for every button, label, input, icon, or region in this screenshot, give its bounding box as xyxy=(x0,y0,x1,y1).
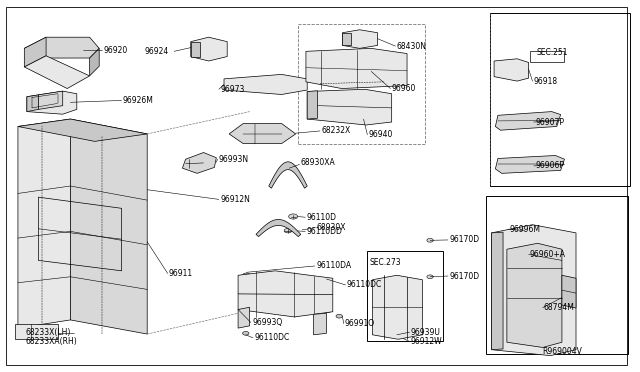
Text: 96110DA: 96110DA xyxy=(316,262,351,270)
Text: 96912W: 96912W xyxy=(411,337,442,346)
Text: 96912N: 96912N xyxy=(220,195,250,204)
Text: 68232X: 68232X xyxy=(321,126,351,135)
Bar xyxy=(298,24,425,144)
Bar xyxy=(367,251,443,341)
Circle shape xyxy=(324,308,332,312)
Polygon shape xyxy=(494,59,529,81)
Polygon shape xyxy=(24,37,99,58)
Text: SEC.273: SEC.273 xyxy=(370,258,401,267)
Text: 96973: 96973 xyxy=(220,85,244,94)
Circle shape xyxy=(497,63,507,69)
Text: 96110D: 96110D xyxy=(307,213,337,222)
Text: 68794M: 68794M xyxy=(544,303,575,312)
Circle shape xyxy=(284,228,292,233)
Bar xyxy=(530,51,564,62)
Circle shape xyxy=(508,72,516,77)
Text: 96911: 96911 xyxy=(169,269,193,278)
Polygon shape xyxy=(307,91,317,119)
Text: 96110DC: 96110DC xyxy=(347,280,382,289)
Text: 96924: 96924 xyxy=(145,47,169,56)
Text: 96170D: 96170D xyxy=(449,235,479,244)
Polygon shape xyxy=(372,275,422,339)
Polygon shape xyxy=(24,37,46,67)
Polygon shape xyxy=(191,37,227,61)
Polygon shape xyxy=(495,112,561,130)
Text: 68233XA(RH): 68233XA(RH) xyxy=(26,337,77,346)
Text: 96926M: 96926M xyxy=(123,96,154,105)
Polygon shape xyxy=(15,324,58,339)
Text: 96110DD: 96110DD xyxy=(307,227,342,236)
Text: 68430N: 68430N xyxy=(397,42,427,51)
Polygon shape xyxy=(224,74,307,94)
Circle shape xyxy=(214,43,221,48)
Text: 96170D: 96170D xyxy=(449,272,479,280)
Circle shape xyxy=(289,214,298,219)
Polygon shape xyxy=(191,42,200,57)
Polygon shape xyxy=(70,119,147,334)
Polygon shape xyxy=(18,119,147,141)
Polygon shape xyxy=(314,313,326,335)
Circle shape xyxy=(355,35,362,39)
Text: 96907P: 96907P xyxy=(535,118,564,126)
Text: 68930X: 68930X xyxy=(317,223,346,232)
Text: 96960+A: 96960+A xyxy=(530,250,566,259)
Text: 96918: 96918 xyxy=(534,77,558,86)
Circle shape xyxy=(427,275,433,279)
Text: 96960: 96960 xyxy=(392,84,416,93)
Text: 96110DC: 96110DC xyxy=(254,333,289,342)
Polygon shape xyxy=(256,219,301,237)
Polygon shape xyxy=(307,89,392,125)
Polygon shape xyxy=(238,271,333,317)
Text: 96906P: 96906P xyxy=(535,161,564,170)
Bar xyxy=(490,13,630,186)
Text: R969004V: R969004V xyxy=(543,347,582,356)
Polygon shape xyxy=(27,95,38,112)
Bar xyxy=(486,196,628,354)
Circle shape xyxy=(323,280,330,284)
Text: 68930XA: 68930XA xyxy=(301,158,335,167)
Polygon shape xyxy=(495,155,564,173)
Polygon shape xyxy=(90,48,99,76)
Text: 96993N: 96993N xyxy=(219,155,249,164)
Polygon shape xyxy=(342,33,351,45)
Circle shape xyxy=(243,273,250,278)
Polygon shape xyxy=(269,162,307,188)
Text: 68233X(LH): 68233X(LH) xyxy=(26,328,71,337)
Circle shape xyxy=(509,60,520,66)
Circle shape xyxy=(198,43,206,48)
Circle shape xyxy=(243,304,250,309)
Text: 96939U: 96939U xyxy=(411,328,441,337)
Circle shape xyxy=(427,238,433,242)
Polygon shape xyxy=(492,225,576,356)
Polygon shape xyxy=(306,48,407,89)
Circle shape xyxy=(336,314,342,318)
Polygon shape xyxy=(18,119,70,328)
Text: 96993Q: 96993Q xyxy=(252,318,282,327)
Polygon shape xyxy=(507,243,562,347)
Polygon shape xyxy=(492,232,503,350)
Text: SEC.251: SEC.251 xyxy=(536,48,568,57)
Circle shape xyxy=(365,35,372,39)
Text: 96996M: 96996M xyxy=(509,225,540,234)
Polygon shape xyxy=(27,91,77,114)
Polygon shape xyxy=(38,91,63,109)
Polygon shape xyxy=(24,56,90,89)
Polygon shape xyxy=(342,30,378,48)
Polygon shape xyxy=(229,124,296,144)
Polygon shape xyxy=(562,275,576,308)
Text: 96940: 96940 xyxy=(369,130,393,139)
Text: 96991O: 96991O xyxy=(345,319,375,328)
Polygon shape xyxy=(182,153,216,173)
Polygon shape xyxy=(238,307,250,328)
Text: 96920: 96920 xyxy=(104,46,128,55)
Circle shape xyxy=(243,331,249,335)
